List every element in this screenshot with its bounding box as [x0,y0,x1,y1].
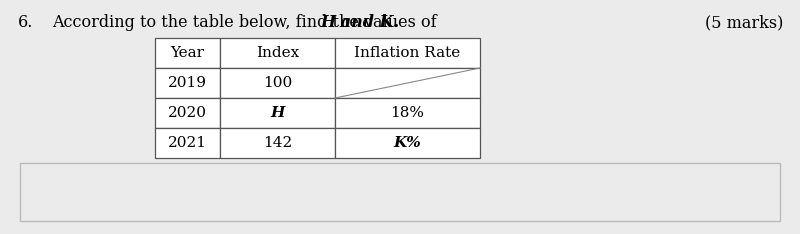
Text: Inflation Rate: Inflation Rate [354,46,461,60]
Bar [155,128,220,158]
Bar [220,98,335,128]
Bar [155,68,220,98]
Bar [335,128,480,158]
Text: (5 marks): (5 marks) [705,14,783,31]
Bar [335,68,480,98]
Text: Index: Index [256,46,299,60]
Text: 2020: 2020 [168,106,207,120]
Text: K%: K% [394,136,422,150]
Bar [220,128,335,158]
Text: 18%: 18% [390,106,425,120]
Text: 100: 100 [263,76,292,90]
Bar [20,163,780,221]
Text: 2019: 2019 [168,76,207,90]
Bar [220,38,335,68]
Bar [335,98,480,128]
Text: Year: Year [170,46,205,60]
Text: H: H [270,106,285,120]
Text: 6.: 6. [18,14,34,31]
Text: H and K.: H and K. [320,14,399,31]
Bar [220,68,335,98]
Bar [335,38,480,68]
Bar [155,38,220,68]
Bar [155,98,220,128]
Text: 142: 142 [263,136,292,150]
Text: According to the table below, find the values of: According to the table below, find the v… [52,14,442,31]
Text: 2021: 2021 [168,136,207,150]
